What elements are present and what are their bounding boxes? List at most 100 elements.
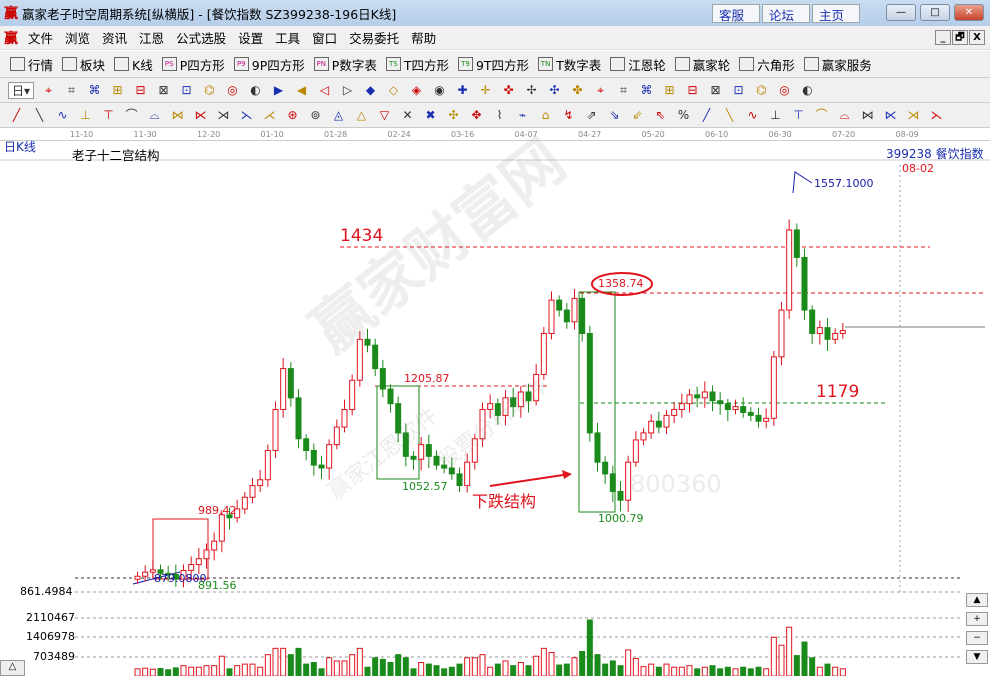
tool-icon[interactable]: ▷ <box>342 82 353 97</box>
toolbar-item[interactable]: 板块 <box>62 55 105 74</box>
tool-icon[interactable]: ▶ <box>273 82 284 97</box>
tool-icon[interactable]: ⌁ <box>518 107 527 122</box>
menu-formula[interactable]: 公式选股 <box>176 31 227 46</box>
toolbar-item[interactable]: TN T数字表 <box>538 55 601 74</box>
tool-icon[interactable]: ╲ <box>35 107 44 122</box>
tool-icon[interactable]: ⊤ <box>793 107 804 122</box>
mdi-minimize-button[interactable]: _ <box>935 30 951 45</box>
tool-icon[interactable]: ⌘ <box>640 82 653 97</box>
tool-icon[interactable]: % <box>677 107 690 122</box>
tool-icon[interactable]: ▽ <box>379 107 390 122</box>
toolbar-item[interactable]: PN P数字表 <box>313 55 377 74</box>
tool-icon[interactable]: ⋊ <box>907 107 920 122</box>
tool-icon[interactable]: ◬ <box>333 107 344 122</box>
collapse-button[interactable]: △ <box>0 660 25 676</box>
toolbar-item[interactable]: K线 <box>114 55 153 74</box>
scroll-up-button[interactable]: ▲ <box>966 593 988 607</box>
tool-icon[interactable]: ⌘ <box>88 82 101 97</box>
tool-icon[interactable]: ⌖ <box>45 82 52 97</box>
minimize-button[interactable]: — <box>886 4 916 21</box>
tool-icon[interactable]: ⊡ <box>733 82 744 97</box>
tool-icon[interactable]: ⊟ <box>687 82 698 97</box>
mdi-close-button[interactable]: X <box>969 30 985 45</box>
tool-icon[interactable]: ◆ <box>365 82 376 97</box>
tool-icon[interactable]: ◉ <box>434 82 445 97</box>
tool-icon[interactable]: ⌓ <box>149 107 160 122</box>
close-button[interactable]: ✕ <box>954 4 984 21</box>
tool-icon[interactable]: ⊞ <box>664 82 675 97</box>
maximize-button[interactable]: □ <box>920 4 950 21</box>
menu-file[interactable]: 文件 <box>28 31 54 46</box>
tool-icon[interactable]: ⋌ <box>263 107 276 122</box>
tool-icon[interactable]: ⋉ <box>194 107 207 122</box>
tool-icon[interactable]: ∿ <box>57 107 68 122</box>
mdi-restore-button[interactable]: 🗗 <box>952 30 968 45</box>
tool-icon[interactable]: ⊟ <box>135 82 146 97</box>
tool-icon[interactable]: ∿ <box>747 107 758 122</box>
tool-icon[interactable]: ╱ <box>702 107 711 122</box>
tool-icon[interactable]: ⌓ <box>839 107 850 122</box>
tool-icon[interactable]: ⌖ <box>597 82 604 97</box>
toolbar-item[interactable]: 赢家轮 <box>674 55 730 74</box>
tool-icon[interactable]: ╲ <box>725 107 734 122</box>
tool-icon[interactable]: ⋋ <box>930 107 943 122</box>
tool-icon[interactable]: ✖ <box>425 107 436 122</box>
tool-icon[interactable]: ⊥ <box>80 107 91 122</box>
tool-icon[interactable]: ⌬ <box>756 82 767 97</box>
tool-icon[interactable]: ⌬ <box>204 82 215 97</box>
tool-icon[interactable]: ⌗ <box>620 82 627 97</box>
tool-icon[interactable]: ⊡ <box>181 82 192 97</box>
menu-info[interactable]: 资讯 <box>102 31 128 46</box>
zoom-in-button[interactable]: + <box>966 612 988 626</box>
menu-help[interactable]: 帮助 <box>411 31 437 46</box>
tool-icon[interactable]: ◐ <box>250 82 261 97</box>
link-support[interactable]: 客服 <box>712 4 760 23</box>
toolbar-item[interactable]: TS T四方形 <box>385 55 449 74</box>
tool-icon[interactable]: ╱ <box>12 107 21 122</box>
tool-icon[interactable]: ⌗ <box>68 82 75 97</box>
tool-icon[interactable]: ✚ <box>457 82 468 97</box>
tool-icon[interactable]: ⇖ <box>655 107 666 122</box>
tool-icon[interactable]: ◎ <box>779 82 790 97</box>
menu-gann[interactable]: 江恩 <box>139 31 165 46</box>
tool-icon[interactable]: ✤ <box>572 82 583 97</box>
tool-icon[interactable]: ✜ <box>503 82 514 97</box>
scroll-down-button[interactable]: ▼ <box>966 650 988 664</box>
menu-settings[interactable]: 设置 <box>238 31 264 46</box>
tool-icon[interactable]: ⇗ <box>586 107 597 122</box>
tool-icon[interactable]: ⊠ <box>710 82 721 97</box>
menu-tools[interactable]: 工具 <box>275 31 301 46</box>
tool-icon[interactable]: ✛ <box>480 82 491 97</box>
toolbar-item[interactable]: T9 9T四方形 <box>457 55 529 74</box>
tool-icon[interactable]: ◎ <box>227 82 238 97</box>
menu-window[interactable]: 窗口 <box>312 31 338 46</box>
tool-icon[interactable]: ⋈ <box>171 107 184 122</box>
toolbar-item[interactable]: 行情 <box>10 55 53 74</box>
tool-icon[interactable]: ✣ <box>549 82 560 97</box>
link-forum[interactable]: 论坛 <box>762 4 810 23</box>
tool-icon[interactable]: ⌒ <box>815 107 828 122</box>
zoom-out-button[interactable]: − <box>966 631 988 645</box>
tool-icon[interactable]: ⇙ <box>632 107 643 122</box>
toolbar-item[interactable]: 赢家服务 <box>803 55 872 74</box>
tool-icon[interactable]: ◇ <box>388 82 399 97</box>
tool-icon[interactable]: ⋊ <box>217 107 230 122</box>
toolbar-item[interactable]: 六角形 <box>739 55 795 74</box>
tool-icon[interactable]: ⇘ <box>609 107 620 122</box>
tool-icon[interactable]: △ <box>356 107 367 122</box>
toolbar-item[interactable]: P9 9P四方形 <box>233 55 305 74</box>
link-home[interactable]: 主页 <box>812 4 860 23</box>
tool-icon[interactable]: ↯ <box>563 107 574 122</box>
menu-browse[interactable]: 浏览 <box>65 31 91 46</box>
tool-icon[interactable]: ◐ <box>802 82 813 97</box>
period-selector[interactable]: 日▾ <box>8 81 34 99</box>
tool-icon[interactable]: ⊛ <box>287 107 298 122</box>
tool-icon[interactable]: ⌇ <box>496 107 503 122</box>
tool-icon[interactable]: ⌒ <box>125 107 138 122</box>
tool-icon[interactable]: ✣ <box>448 107 459 122</box>
tool-icon[interactable]: ✢ <box>526 82 537 97</box>
toolbar-item[interactable]: PS P四方形 <box>161 55 225 74</box>
tool-icon[interactable]: ✕ <box>402 107 413 122</box>
tool-icon[interactable]: ⌂ <box>541 107 550 122</box>
